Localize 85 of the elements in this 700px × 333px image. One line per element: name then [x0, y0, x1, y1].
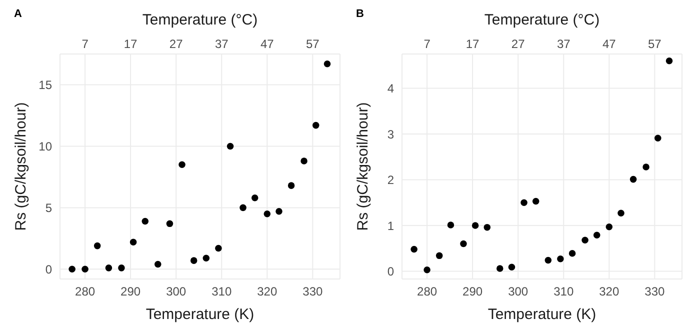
x-tick-label: 320 — [257, 284, 278, 299]
point — [276, 208, 282, 215]
point — [630, 176, 637, 183]
point — [618, 210, 624, 217]
point — [82, 266, 88, 273]
point — [300, 158, 308, 164]
x-tick-label: 320 — [599, 284, 620, 299]
y-tick-label: 5 — [45, 200, 52, 215]
point — [642, 164, 650, 170]
point — [312, 122, 320, 129]
point — [654, 134, 662, 142]
x2-tick-label: 37 — [214, 37, 229, 51]
y-tick-label: 4 — [387, 82, 394, 96]
point — [226, 142, 234, 150]
point — [251, 194, 258, 202]
x-tick-label: 290 — [462, 284, 483, 299]
point — [410, 246, 418, 253]
point — [264, 210, 271, 218]
x-tick-label: 280 — [75, 284, 96, 299]
y-tick-label: 0 — [45, 262, 52, 276]
point — [472, 222, 479, 229]
point — [288, 182, 295, 189]
point — [606, 223, 613, 230]
x2-tick-label: 27 — [511, 37, 526, 51]
x2-tick-label: 17 — [124, 37, 138, 51]
point — [118, 264, 125, 272]
point — [666, 57, 673, 64]
y-axis-title: Rs (gC/kgsoil/hour) — [354, 102, 372, 231]
point — [68, 266, 76, 273]
point — [484, 224, 491, 231]
x2-tick-label: 7 — [424, 37, 431, 51]
y-axis-title: Rs (gC/kgsoil/hour) — [12, 102, 30, 231]
point — [544, 256, 552, 264]
point — [94, 242, 101, 250]
point — [520, 199, 528, 206]
point — [557, 256, 564, 262]
x-tick-label: 330 — [302, 284, 324, 299]
point — [154, 260, 162, 268]
x-tick-label: 290 — [120, 284, 141, 299]
y-tick-label: 15 — [38, 78, 52, 92]
x2-tick-label: 7 — [82, 37, 89, 51]
point — [215, 244, 222, 252]
point — [166, 220, 174, 228]
x2-tick-label: 57 — [648, 37, 662, 51]
point — [424, 266, 430, 274]
x-tick-label: 300 — [508, 284, 528, 299]
x2-tick-label: 47 — [602, 37, 616, 51]
point — [568, 250, 576, 257]
point — [447, 222, 454, 228]
x-tick-label: 280 — [417, 284, 438, 299]
x-axis-title: Temperature (K) — [488, 306, 596, 323]
chart-title: B — [356, 8, 364, 20]
point — [496, 265, 504, 272]
x2-axis-title: Temperature (°C) — [142, 12, 258, 29]
y-tick-label: 10 — [38, 139, 52, 154]
point — [508, 264, 516, 270]
y-tick-label: 0 — [387, 264, 394, 278]
x2-tick-label: 17 — [466, 37, 480, 51]
point — [460, 240, 467, 248]
x2-tick-label: 57 — [306, 37, 320, 51]
x-tick-label: 330 — [644, 284, 666, 299]
point — [190, 257, 198, 264]
x2-tick-label: 37 — [556, 37, 571, 51]
x2-tick-label: 27 — [169, 37, 184, 51]
point — [582, 236, 588, 244]
point — [593, 232, 600, 238]
point — [324, 60, 331, 68]
point — [436, 252, 443, 260]
y-tick-label: 2 — [387, 173, 394, 188]
point — [202, 254, 210, 262]
point — [178, 161, 186, 168]
chart-title: A — [14, 8, 22, 20]
x-axis-title: Temperature (K) — [146, 306, 254, 323]
point — [532, 198, 540, 205]
y-tick-label: 1 — [387, 218, 394, 233]
point — [105, 264, 112, 272]
x2-axis-title: Temperature (°C) — [484, 12, 600, 29]
x-tick-label: 310 — [212, 284, 232, 299]
x-tick-label: 300 — [166, 284, 186, 299]
point — [240, 204, 246, 212]
point — [130, 238, 137, 246]
x2-tick-label: 47 — [260, 37, 274, 51]
y-tick-label: 3 — [387, 127, 394, 142]
x-tick-label: 310 — [554, 284, 574, 299]
point — [142, 218, 149, 225]
